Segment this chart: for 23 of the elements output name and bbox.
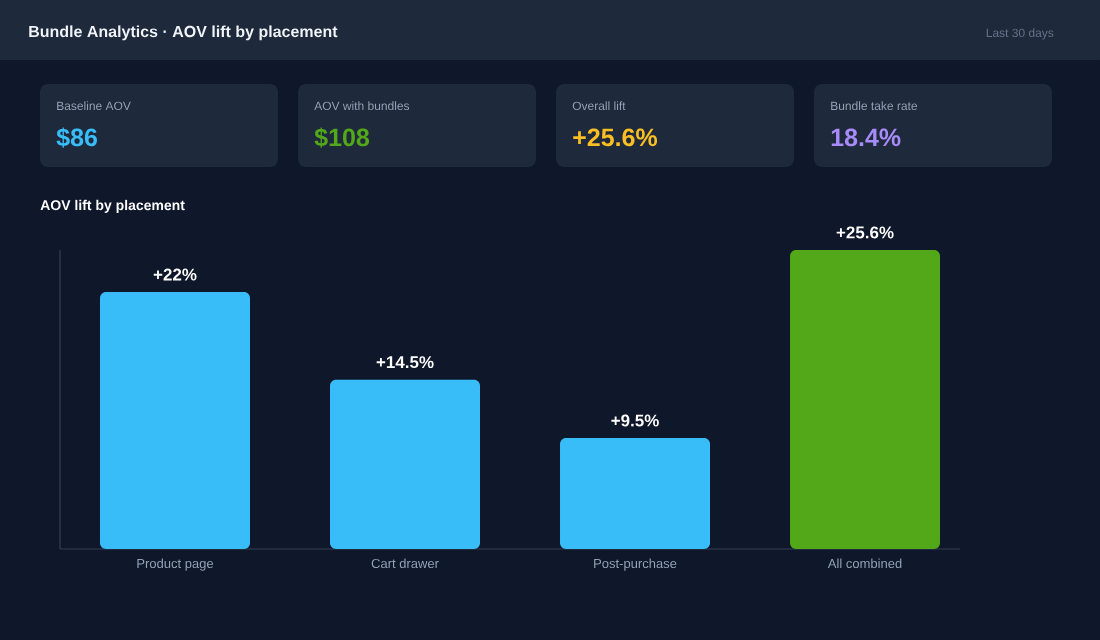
bar bbox=[560, 438, 711, 550]
data-label: +25.6% bbox=[836, 226, 894, 239]
x-tick-label: Post-purchase bbox=[594, 558, 677, 571]
x-tick-label: Product page bbox=[137, 558, 214, 571]
bar bbox=[330, 379, 481, 550]
chart-title: AOV lift by placement bbox=[40, 199, 185, 213]
category-label: Bundle take rate bbox=[831, 101, 918, 111]
x-tick-label: All combined bbox=[827, 558, 902, 569]
text: Last 30 days bbox=[986, 28, 1054, 40]
text: +25.6% bbox=[573, 128, 658, 147]
bar bbox=[790, 250, 941, 550]
data-label: +9.5% bbox=[611, 414, 659, 427]
category-label: AOV with bundles bbox=[314, 101, 410, 111]
x-tick-label: Cart drawer bbox=[371, 558, 439, 569]
data-label: +14.5% bbox=[376, 356, 434, 369]
bar bbox=[100, 292, 251, 550]
category-label: Baseline AOV bbox=[57, 101, 131, 111]
category-label: Overall lift bbox=[572, 101, 626, 111]
text: $86 bbox=[56, 127, 97, 148]
text: $108 bbox=[314, 127, 370, 148]
data-label: +22% bbox=[153, 268, 197, 281]
text: Bundle Analytics · AOV lift by placement bbox=[29, 25, 338, 41]
text: 18.4% bbox=[831, 128, 901, 147]
